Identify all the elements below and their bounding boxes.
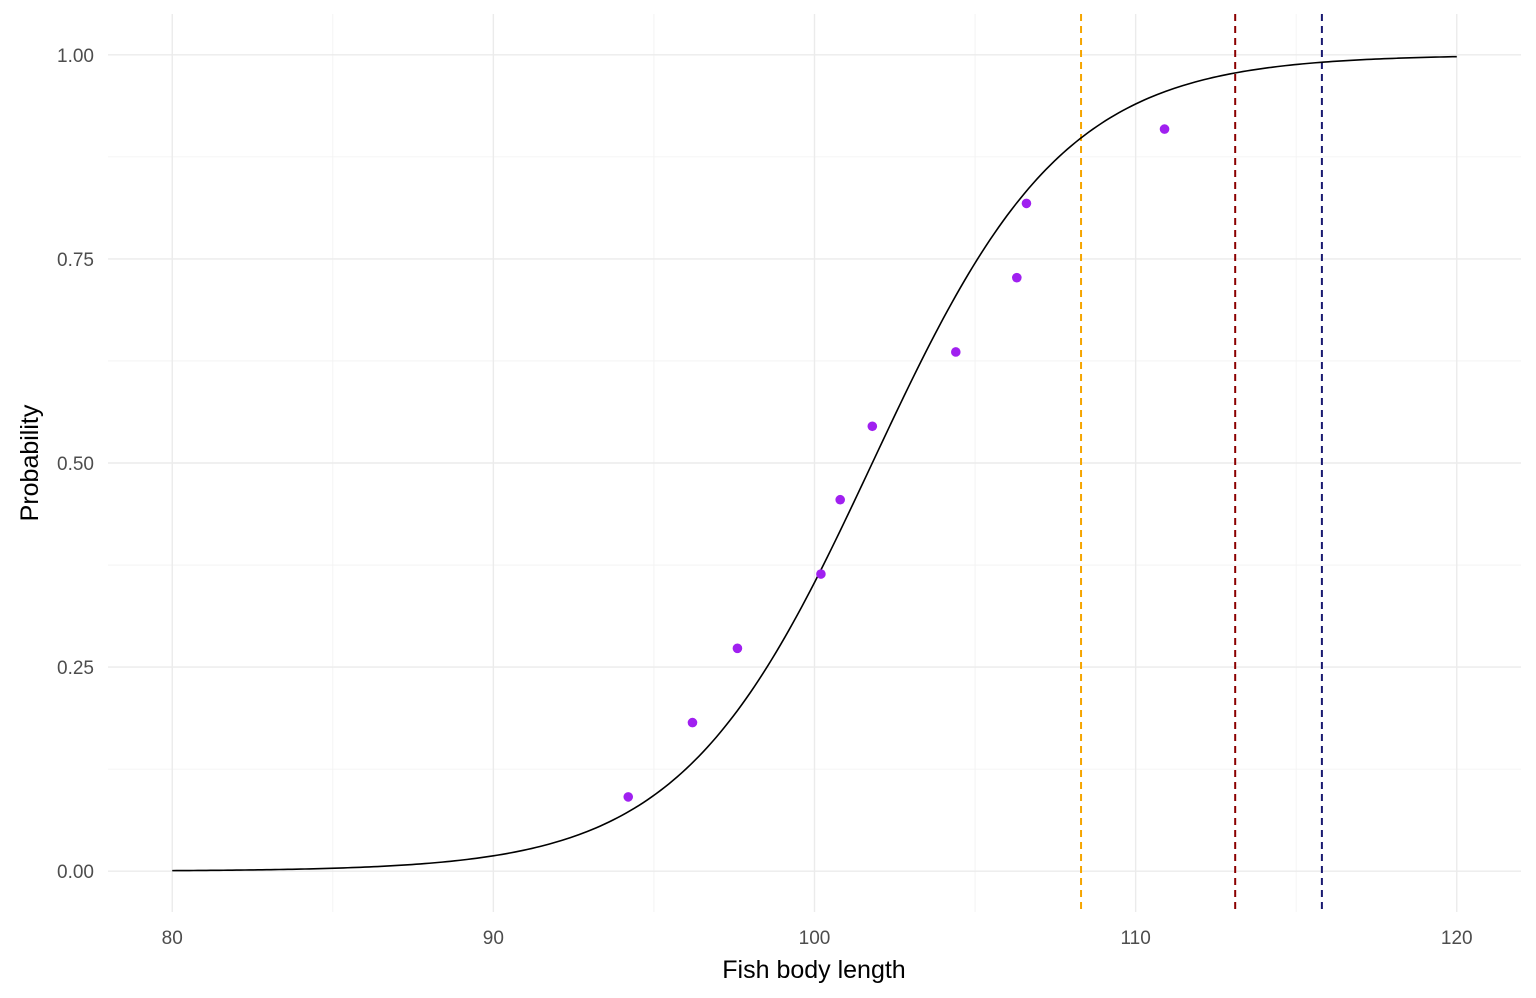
x-axis-title: Fish body length (722, 956, 905, 984)
x-tick-label: 110 (1120, 928, 1150, 949)
data-point (951, 347, 961, 357)
data-point (867, 421, 878, 432)
x-tick-label: 80 (162, 928, 183, 949)
data-point (816, 569, 826, 579)
fitted-curve (172, 55, 1457, 872)
data-point (623, 792, 634, 802)
y-tick-label: 0.25 (57, 658, 94, 679)
data-points (623, 124, 1170, 802)
data-point (687, 717, 698, 728)
y-tick-label: 0.50 (57, 454, 94, 475)
x-axis-ticks: 80 90 100 110 120 (162, 928, 1473, 949)
data-point (1159, 124, 1170, 134)
y-tick-label: 0.00 (57, 862, 94, 883)
data-point (1012, 272, 1022, 283)
y-tick-label: 0.75 (57, 250, 94, 271)
data-point (732, 643, 743, 654)
y-axis-title: Probability (16, 404, 44, 521)
x-tick-label: 120 (1441, 928, 1473, 949)
grid (108, 14, 1521, 912)
y-tick-label: 1.00 (57, 46, 94, 67)
x-tick-label: 90 (483, 928, 504, 949)
reference-lines (1080, 14, 1323, 912)
data-point (1021, 198, 1032, 209)
data-point (835, 494, 845, 505)
y-axis-ticks: 0.00 0.25 0.50 0.75 1.00 (57, 46, 94, 883)
x-tick-label: 100 (799, 928, 831, 949)
